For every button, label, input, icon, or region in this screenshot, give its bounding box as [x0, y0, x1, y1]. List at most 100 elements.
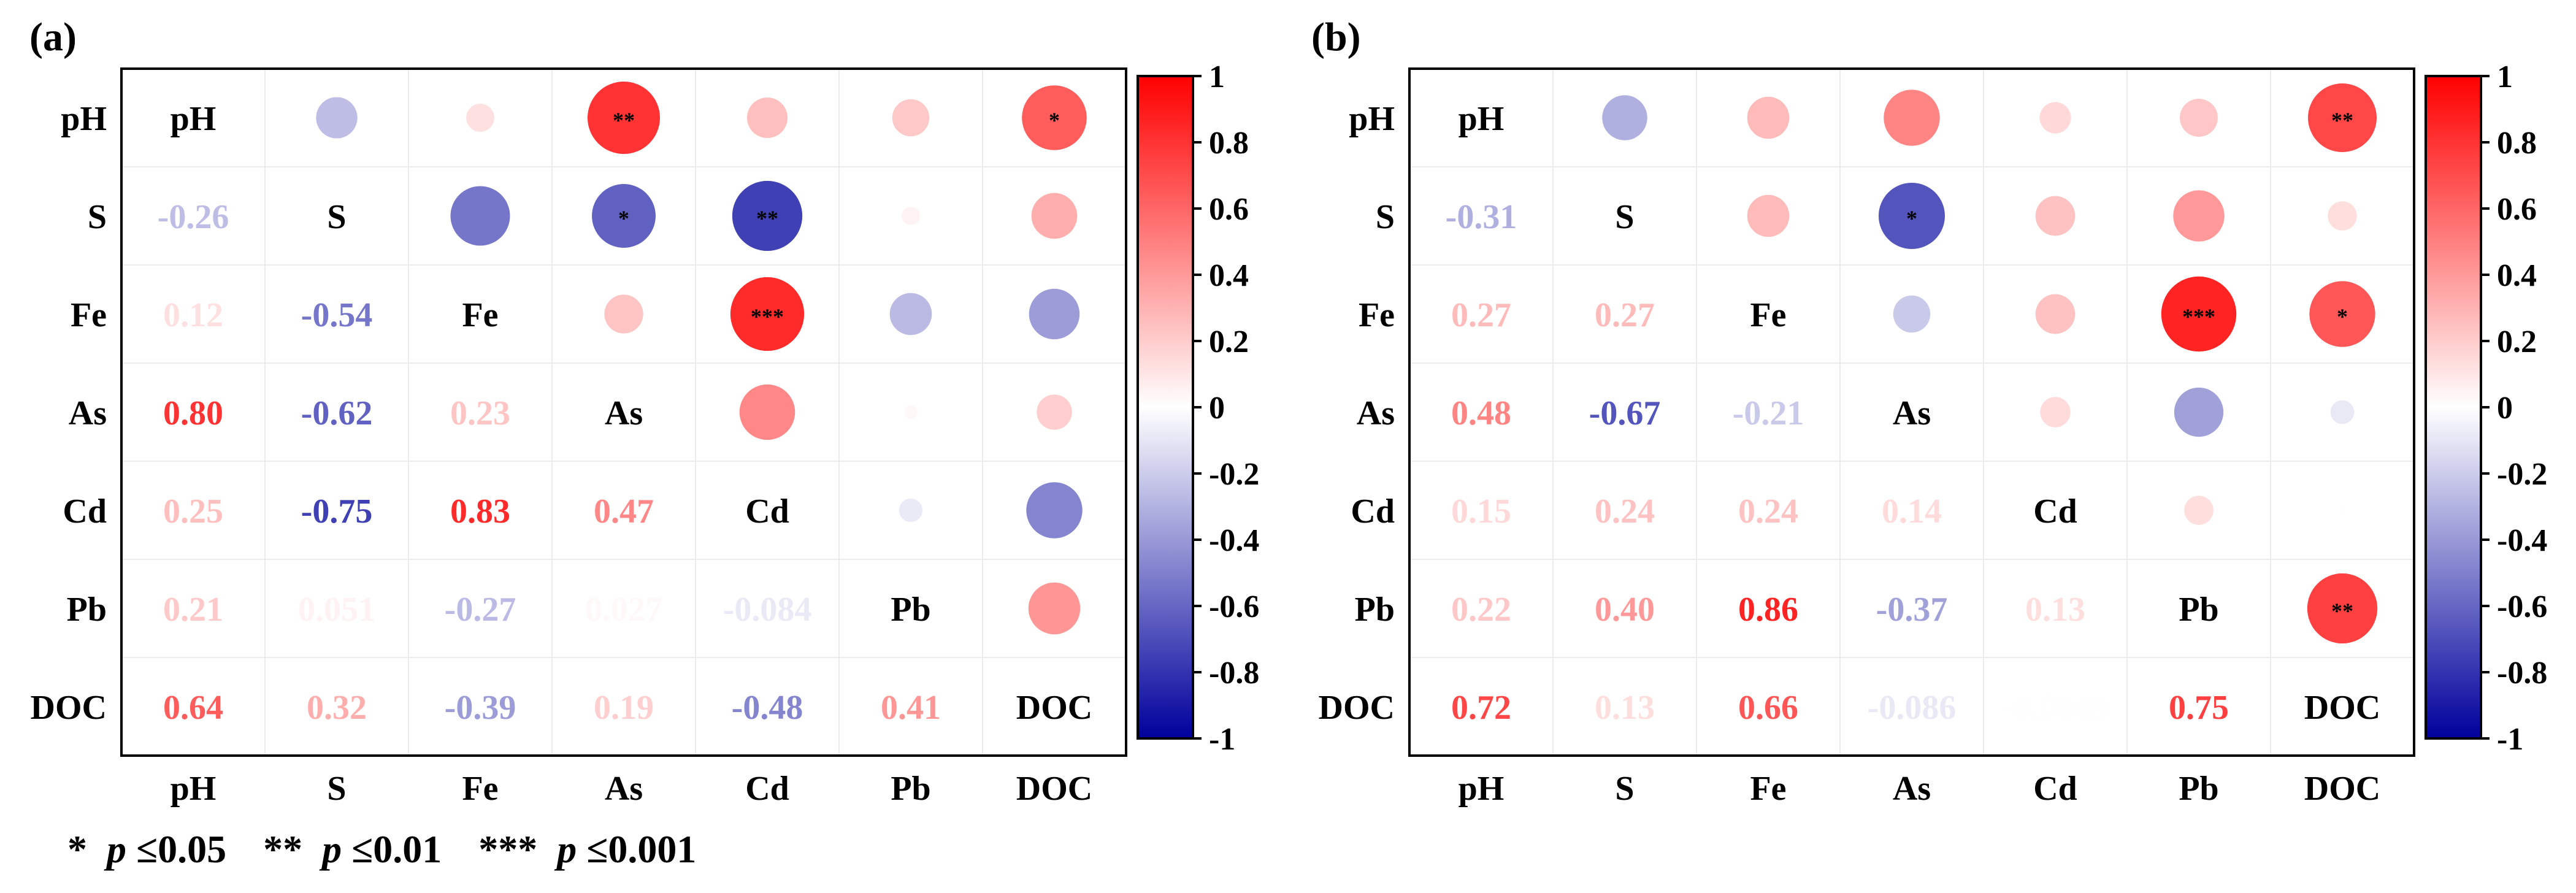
significance-marker: * [1906, 206, 1917, 231]
diagonal-label: Cd [745, 492, 789, 531]
panel-b: (b)pH **-0.31 S *0.27 0.27 Fe *** *0.48 -0.67 -0.… [1311, 15, 2547, 808]
coefficient-label: 0.27 [1595, 296, 1655, 334]
coefficient-label: 0.22 [1451, 591, 1511, 629]
row-label: As [69, 394, 107, 432]
coefficient-label: 0.23 [450, 394, 510, 432]
colorbar-tick-label: -0.8 [2497, 656, 2547, 691]
colorbar-tick-label: 0.2 [1209, 324, 1249, 359]
correlation-circle [2173, 190, 2225, 242]
coefficient-label: -0.27 [445, 591, 516, 629]
coefficient-label: -0.084 [723, 591, 812, 629]
coefficient-label: -0.26 [158, 198, 229, 236]
coefficient-label: -0.31 [1446, 198, 1517, 236]
significance-marker: *** [751, 304, 784, 329]
column-label: DOC [2304, 770, 2380, 808]
coefficient-label: 0.19 [594, 689, 654, 727]
coefficient-label: 0.21 [163, 591, 223, 629]
colorbar-tick-label: 0.8 [2497, 126, 2537, 161]
correlation-circle [2328, 201, 2357, 231]
correlation-circle [2035, 196, 2076, 236]
coefficient-label: 0.25 [163, 492, 223, 531]
colorbar-tick-label: -1 [2497, 722, 2523, 757]
correlation-circle [316, 97, 358, 139]
correlation-circle [732, 180, 803, 251]
column-label: Fe [1750, 770, 1786, 808]
row-label: pH [61, 100, 107, 138]
correlation-circle [747, 98, 788, 138]
correlation-circle [2330, 400, 2355, 424]
correlation-circle [739, 384, 795, 440]
coefficient-label: 0.13 [2025, 591, 2085, 629]
colorbar-tick-label: -0.6 [2497, 589, 2547, 624]
correlation-circle [1031, 193, 1078, 239]
coefficient-label: 0.051 [298, 591, 375, 629]
correlation-circle [730, 277, 805, 351]
significance-footnote: * p ≤0.05 ** p ≤0.01 *** p ≤0.001 [67, 827, 696, 871]
coefficient-label: -0.086 [1868, 689, 1957, 727]
footnote-p-3: p [554, 827, 577, 871]
footnote-star-1: * [67, 827, 87, 871]
diagonal-label: As [1893, 394, 1931, 432]
column-label: Cd [745, 770, 789, 808]
coefficient-label: -0.67 [1589, 394, 1661, 432]
column-label: Cd [2033, 770, 2077, 808]
significance-marker: ** [2331, 108, 2353, 132]
coefficient-label: 0.48 [1451, 394, 1511, 432]
correlation-circle [892, 99, 930, 137]
coefficient-label: -0.21 [1733, 394, 1804, 432]
correlation-circle [2339, 507, 2345, 513]
coefficient-label: 0.13 [1595, 689, 1655, 727]
correlation-circle [1893, 295, 1931, 333]
column-label: DOC [1016, 770, 1092, 808]
coefficient-label: 0.64 [163, 689, 223, 727]
correlation-circle [1026, 482, 1083, 538]
row-label: S [1376, 198, 1395, 236]
diagonal-label: Cd [2033, 492, 2077, 531]
footnote-p-2: p [319, 827, 342, 871]
colorbar-tick-label: 0.2 [2497, 324, 2537, 359]
diagonal-label: S [1615, 198, 1634, 236]
coefficient-label: 0.24 [1738, 492, 1798, 531]
colorbar-tick-label: 0.4 [2497, 258, 2537, 293]
coefficient-label: 0.86 [1738, 591, 1798, 629]
footnote-star-3: *** [478, 827, 537, 871]
row-label: Pb [1355, 591, 1395, 629]
diagonal-label: DOC [2304, 689, 2380, 727]
row-label: S [88, 198, 107, 236]
correlation-circle [2161, 276, 2237, 352]
column-label: Pb [2179, 770, 2218, 808]
correlation-circle [889, 293, 932, 335]
colorbar-tick-label: -0.2 [2497, 457, 2547, 492]
correlation-circle [587, 81, 661, 155]
row-label: Fe [71, 296, 107, 334]
correlation-circle [2309, 281, 2375, 347]
correlation-circle [1029, 288, 1080, 340]
coefficient-label: 0.40 [1595, 591, 1655, 629]
correlation-circle [2035, 294, 2076, 334]
coefficient-label: 0.15 [1451, 492, 1511, 531]
coefficient-label: -0.39 [445, 689, 516, 727]
footnote-p-1: p [104, 827, 126, 871]
correlation-circle [1878, 182, 1945, 250]
significance-marker: *** [2182, 304, 2215, 329]
correlation-circle [2184, 496, 2214, 525]
diagonal-label: Pb [891, 591, 930, 629]
coefficient-label: 0.41 [881, 689, 941, 727]
diagonal-label: pH [171, 100, 217, 138]
row-label: Pb [67, 591, 107, 629]
column-label: As [1893, 770, 1931, 808]
correlation-circle [466, 104, 494, 132]
correlation-circle [2174, 387, 2224, 437]
diagonal-label: Fe [1750, 296, 1786, 334]
significance-marker: * [2337, 304, 2348, 329]
correlation-circle [899, 498, 923, 523]
footnote-star-2: ** [263, 827, 302, 871]
coefficient-label: 0.14 [1882, 492, 1942, 531]
coefficient-label: 0.75 [2169, 689, 2229, 727]
significance-marker: ** [2331, 599, 2353, 623]
coefficient-label: 0.66 [1738, 689, 1798, 727]
coefficient-label: -0.48 [732, 689, 803, 727]
coefficient-label: 0.72 [1451, 689, 1511, 727]
column-label: S [327, 770, 346, 808]
